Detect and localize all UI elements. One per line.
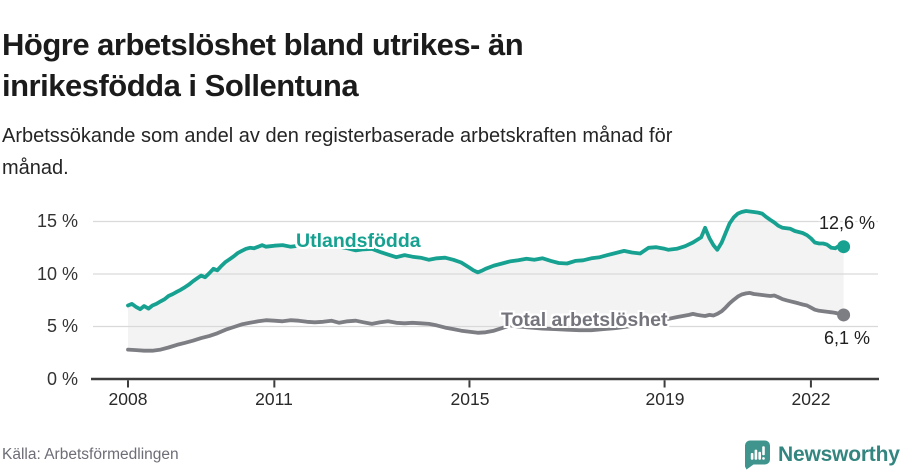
x-axis-tick-2015: 2015 <box>450 389 490 409</box>
y-axis-tick-5: 5 % <box>46 316 78 336</box>
page-subtitle: Arbetssökande som andel av den registerb… <box>2 125 673 179</box>
line-chart-canvas <box>91 209 879 388</box>
newsworthy-wordmark: Newsworthy <box>778 443 900 466</box>
x-axis-tick-2008: 2008 <box>108 389 148 409</box>
series-label-total-arbetsloshet: Total arbetslöshet <box>501 309 668 331</box>
series-label-utlandsfodda: Utlandsfödda <box>296 230 421 252</box>
x-axis-tick-2019: 2019 <box>645 389 685 409</box>
end-value-label-utlandsfodda: 12,6 % <box>818 213 875 233</box>
newsworthy-bar-chart-icon <box>745 440 770 470</box>
newsworthy-logo: Newsworthy <box>744 440 900 470</box>
y-axis-tick-10: 10 % <box>36 264 78 284</box>
end-value-label-total: 6,1 % <box>823 328 870 348</box>
y-axis-tick-0: 0 % <box>46 369 78 389</box>
y-axis-tick-15: 15 % <box>36 211 78 231</box>
page-title: Högre arbetslöshet bland utrikes- än inr… <box>2 26 524 103</box>
x-axis-tick-2022: 2022 <box>791 389 831 409</box>
source-attribution: Källa: Arbetsförmedlingen <box>2 446 179 463</box>
x-axis-tick-2011: 2011 <box>255 389 293 409</box>
